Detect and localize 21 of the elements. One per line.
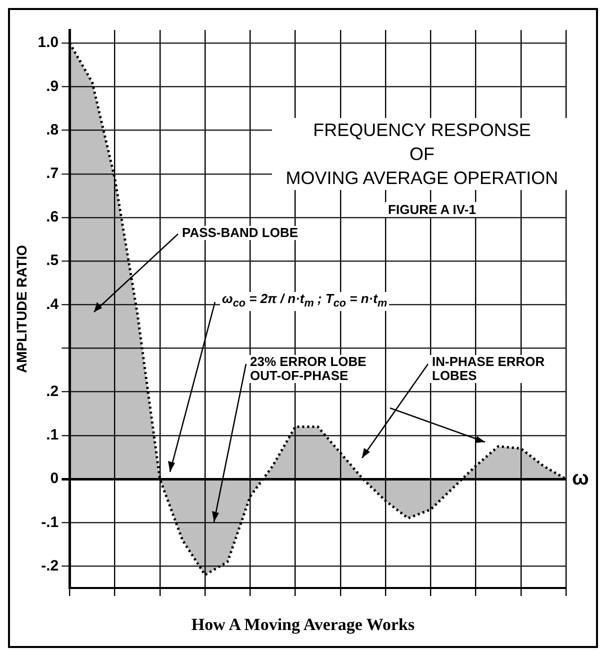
- x-axis-title: ω: [572, 468, 589, 490]
- text: FIGURE A IV-1: [372, 202, 492, 217]
- y-tick-label: 0: [50, 470, 59, 488]
- y-tick-label: .7: [46, 165, 59, 182]
- y-tick-label: .1: [46, 426, 59, 444]
- annotation: 23% ERROR LOBE OUT-OF-PHASE: [248, 354, 368, 383]
- y-tick-label: .5: [46, 252, 59, 270]
- y-tick-label: .8: [46, 121, 59, 138]
- text: FREQUENCY RESPONSE OF MOVING AVERAGE OPERATION: [272, 118, 572, 190]
- annotation: PASS-BAND LOBE: [180, 225, 300, 240]
- y-tick-label: -.2: [41, 557, 59, 574]
- text: How A Moving Average Works: [190, 615, 416, 635]
- y-tick-label: .6: [46, 208, 59, 226]
- annotation: IN-PHASE ERROR LOBES: [430, 354, 547, 383]
- y-tick-label: .4: [46, 296, 60, 313]
- y-tick-label: .9: [46, 78, 59, 95]
- y-axis-title: AMPLITUDE RATIO: [13, 244, 30, 374]
- y-tick-label: 1.0: [38, 34, 59, 52]
- y-tick-label: -.1: [41, 514, 59, 531]
- y-tick-label: .2: [46, 382, 59, 400]
- annotation: ω$_{co}$ = 2π / n·t$_{m}$ ; T$_{co}$ = n·t$_{m}$: [220, 291, 390, 311]
